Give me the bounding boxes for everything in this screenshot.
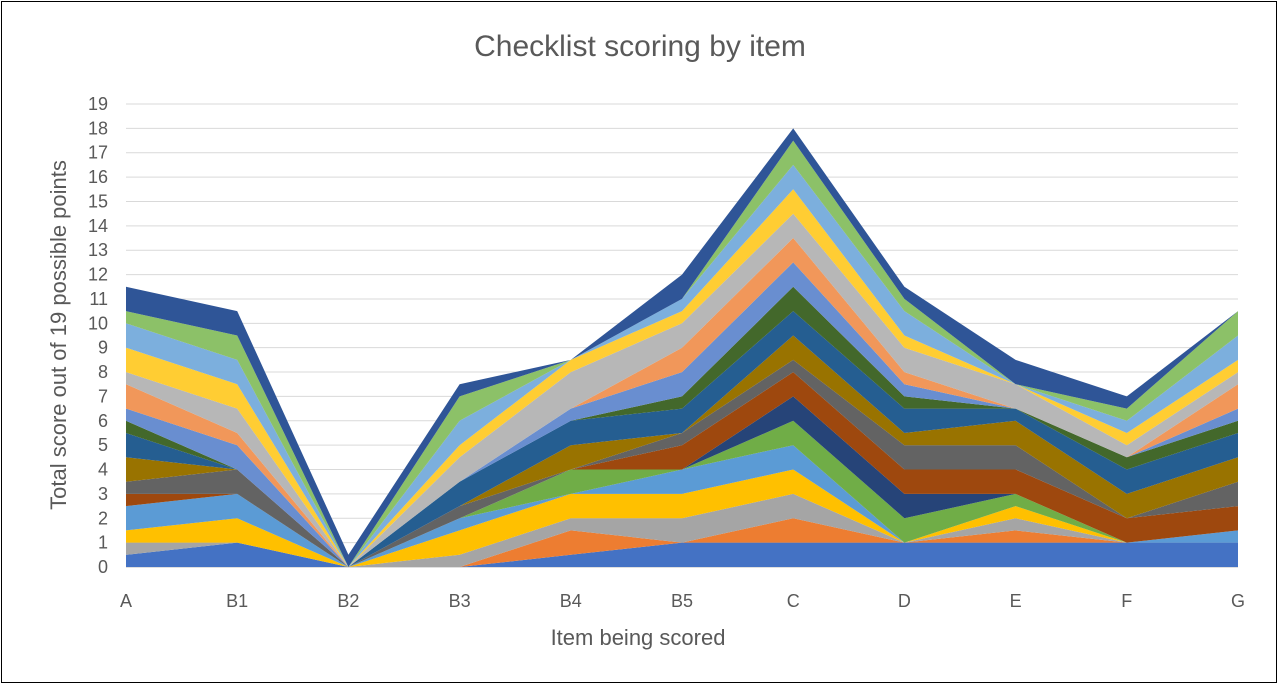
y-tick-label: 16 — [88, 167, 108, 187]
y-tick-label: 12 — [88, 265, 108, 285]
y-tick-label: 17 — [88, 143, 108, 163]
y-tick-label: 11 — [89, 289, 108, 309]
y-tick-label: 14 — [88, 216, 108, 236]
x-tick-label: B4 — [560, 591, 582, 611]
area-series-5 — [126, 445, 1238, 567]
area-series-4 — [126, 469, 1238, 567]
x-tick-label: C — [787, 591, 800, 611]
y-tick-label: 2 — [98, 508, 108, 528]
grid-lines — [126, 103, 1238, 568]
x-axis-label: Item being scored — [551, 625, 726, 650]
y-tick-label: 3 — [98, 484, 108, 504]
y-tick-label: 0 — [98, 557, 108, 577]
y-axis-label: Total score out of 19 possible points — [46, 160, 71, 510]
y-tick-label: 6 — [98, 411, 108, 431]
y-tick-label: 18 — [88, 118, 108, 138]
y-tick-label: 10 — [88, 313, 108, 333]
x-tick-label: A — [120, 591, 132, 611]
y-tick-label: 4 — [98, 460, 108, 480]
area-series-1 — [126, 542, 1238, 567]
y-tick-label: 5 — [98, 435, 108, 455]
x-axis-ticks: A B1 B2 B3 B4 B5 C D E F G — [120, 591, 1245, 611]
y-tick-label: 13 — [88, 240, 108, 260]
x-tick-label: D — [898, 591, 911, 611]
x-tick-label: F — [1121, 591, 1132, 611]
area-series-9 — [126, 359, 1238, 567]
y-tick-label: 19 — [88, 94, 108, 114]
chart-title: Checklist scoring by item — [474, 30, 806, 63]
x-tick-label: B3 — [449, 591, 471, 611]
x-tick-label: B2 — [337, 591, 359, 611]
x-tick-label: B5 — [671, 591, 693, 611]
x-tick-label: E — [1010, 591, 1022, 611]
y-tick-label: 1 — [98, 533, 108, 553]
y-tick-label: 7 — [98, 386, 108, 406]
y-tick-label: 15 — [88, 191, 108, 211]
area-series-8 — [126, 372, 1238, 567]
area-series-3 — [126, 493, 1238, 567]
x-tick-label: B1 — [226, 591, 248, 611]
area-series-15 — [126, 213, 1238, 567]
y-tick-label: 9 — [98, 338, 108, 358]
x-tick-label: G — [1231, 591, 1245, 611]
y-tick-label: 8 — [98, 362, 108, 382]
stacked-areas — [126, 128, 1238, 568]
